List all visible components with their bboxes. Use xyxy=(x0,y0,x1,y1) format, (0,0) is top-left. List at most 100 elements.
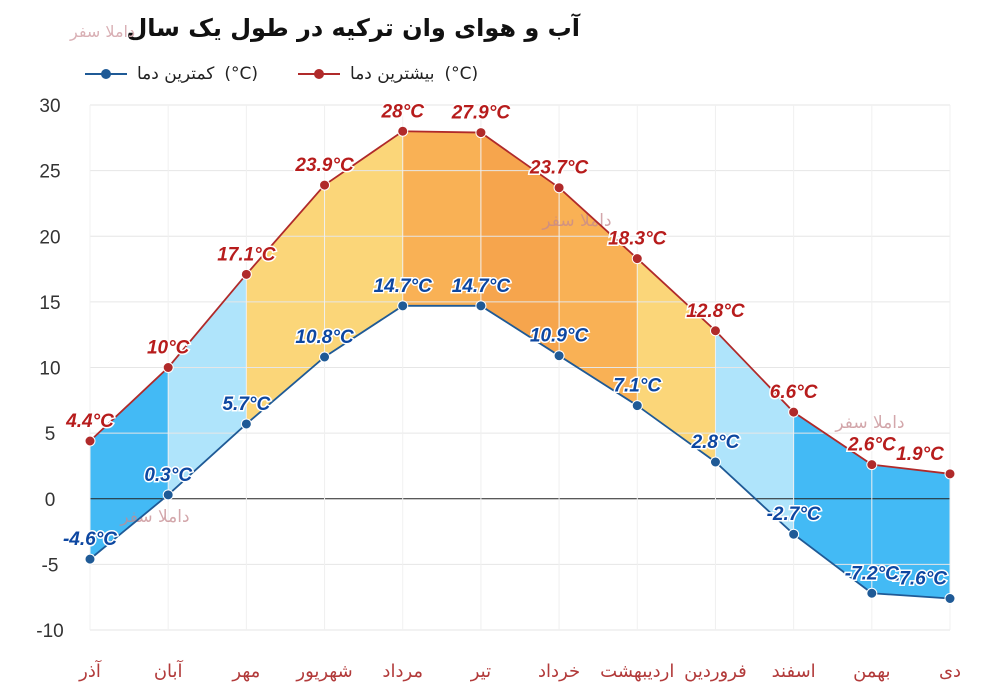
range-fill-segment xyxy=(480,132,560,356)
y-tick-label: 30 xyxy=(39,96,60,117)
x-tick-label: آبان xyxy=(154,659,184,682)
max-temperature-point xyxy=(709,325,721,337)
min-temperature-point xyxy=(553,350,565,362)
range-fill-segment xyxy=(637,258,716,462)
min-temperature-label: 10.8°C xyxy=(295,327,354,348)
min-temperature-label: 14.7°C xyxy=(452,276,511,297)
y-tick-label: 15 xyxy=(39,293,60,314)
range-fill-segment xyxy=(402,131,481,306)
min-temperature-point xyxy=(397,300,409,312)
watermarks: داملا سفر داملا سفر داملا سفر xyxy=(119,211,904,527)
min-temperature-label: 5.7°C xyxy=(222,394,270,415)
x-tick-label: اردیبهشت xyxy=(600,661,674,682)
legend: کمترین دما (°C) بیشترین دما (°C) xyxy=(85,62,478,86)
brand-watermark: داملا سفر xyxy=(834,413,904,433)
range-fill-segment xyxy=(246,185,325,424)
min-temperature-point xyxy=(944,593,956,604)
y-tick-label: 10 xyxy=(39,359,60,380)
x-tick-label: فروردین xyxy=(684,661,747,682)
y-tick-label: -5 xyxy=(42,555,59,576)
brand-watermark: داملا سفر xyxy=(541,211,611,231)
x-tick-label: تیر xyxy=(470,661,491,682)
max-temperature-line xyxy=(89,130,951,475)
range-fill-segment xyxy=(168,274,247,495)
x-tick-label: شهریور xyxy=(295,661,352,682)
max-temperature-point xyxy=(162,362,174,373)
max-temperature-label: 17.1°C xyxy=(217,244,276,265)
max-temperature-point xyxy=(397,125,409,137)
data-labels: 1.9°C2.6°C 6.6°C 12.8°C 18.3°C 23.7°C 27.9°C 2… xyxy=(61,100,948,591)
min-temperature-label: 0.3°C xyxy=(144,465,192,486)
x-tick-label: اسفند xyxy=(772,661,816,682)
brand-watermark: داملا سفر xyxy=(119,507,189,527)
min-temperature-label: 10.9°C xyxy=(530,326,589,347)
legend-min-swatch xyxy=(85,68,127,80)
y-tick-label: 0 xyxy=(45,490,56,511)
grid-lines xyxy=(89,104,951,631)
y-tick-label: 5 xyxy=(45,424,56,445)
series-points xyxy=(84,125,956,604)
max-temperature-point xyxy=(84,435,96,447)
max-temperature-point xyxy=(788,406,800,418)
y-tick-label: -10 xyxy=(36,621,63,642)
min-temperature-point xyxy=(240,418,252,430)
legend-item-min: کمترین دما (°C) xyxy=(85,64,258,84)
range-fill-segment xyxy=(715,330,794,535)
max-temperature-point xyxy=(944,468,956,480)
max-temperature-label: 4.4°C xyxy=(65,411,114,432)
max-temperature-label: 10°C xyxy=(147,338,190,359)
max-temperature-label: 18.3°C xyxy=(608,229,667,250)
range-fill-segment xyxy=(324,131,403,357)
x-tick-label: دی xyxy=(939,661,961,682)
max-temperature-point xyxy=(631,253,643,265)
x-tick-label: آذر xyxy=(78,659,102,682)
chart-title: آب و هوای وان ترکیه در طول یک سال xyxy=(126,14,580,42)
max-temperature-label: 2.6°C xyxy=(847,435,896,456)
range-fills xyxy=(90,131,950,599)
min-temperature-label: 2.8°C xyxy=(691,432,740,453)
legend-max-label: بیشترین دما xyxy=(350,64,435,84)
max-temperature-label: 23.7°C xyxy=(529,158,589,179)
max-temperature-label: 23.9°C xyxy=(294,155,354,176)
min-temperature-label: -7.2°C xyxy=(845,563,899,584)
min-temperature-point xyxy=(866,587,878,599)
min-temperature-label: -7.6°C xyxy=(893,569,947,590)
min-temperature-point xyxy=(162,489,174,501)
legend-max-swatch xyxy=(298,68,341,80)
max-temperature-label: 28°C xyxy=(381,101,425,122)
brand-watermark-top: داملا سفر xyxy=(70,22,136,41)
min-temperature-label: -4.6°C xyxy=(63,529,117,550)
y-tick-label: 25 xyxy=(39,162,60,183)
legend-max-unit: (°C) xyxy=(444,64,479,84)
max-temperature-label: 27.9°C xyxy=(451,103,511,124)
legend-min-unit: (°C) xyxy=(224,64,259,84)
x-tick-label: خرداد xyxy=(538,661,580,682)
range-fill-segment xyxy=(871,464,950,599)
min-temperature-point xyxy=(788,528,800,540)
min-temperature-label: 7.1°C xyxy=(613,376,661,397)
max-temperature-point xyxy=(553,182,565,194)
max-temperature-label: 6.6°C xyxy=(770,382,818,403)
legend-min-label: کمترین دما xyxy=(137,64,215,84)
min-temperature-label: -2.7°C xyxy=(767,504,821,525)
x-tick-label: مرداد xyxy=(382,661,423,682)
y-tick-label: 20 xyxy=(39,227,60,248)
max-temperature-point xyxy=(319,179,331,191)
min-temperature-point xyxy=(319,351,331,363)
min-temperature-point xyxy=(84,553,96,565)
max-temperature-label: 12.8°C xyxy=(686,301,745,322)
legend-item-max: بیشترین دما (°C) xyxy=(298,64,478,84)
min-temperature-label: 14.7°C xyxy=(374,276,433,297)
max-temperature-label: 1.9°C xyxy=(896,444,944,465)
x-tick-label: مهر xyxy=(231,661,260,682)
min-temperature-line xyxy=(89,304,951,600)
min-temperature-point xyxy=(631,400,643,412)
min-temperature-point xyxy=(709,456,721,468)
axis-labels: 30 25 20 15 10 5 0 -5 -10 دی بهمن اسفند فروردین اردیب… xyxy=(36,96,961,682)
min-temperature-point xyxy=(475,300,487,312)
max-temperature-point xyxy=(240,268,252,280)
x-tick-label: بهمن xyxy=(853,661,890,682)
range-fill-segment xyxy=(559,187,638,406)
max-temperature-point xyxy=(475,127,487,139)
